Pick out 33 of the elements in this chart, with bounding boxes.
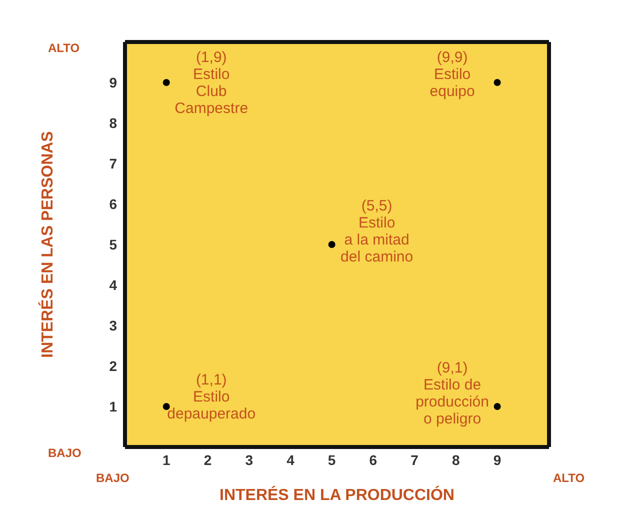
point — [494, 403, 501, 410]
annotation: (5,5) Estilo a la mitad del camino — [340, 198, 414, 266]
y-tick-label: 7 — [109, 155, 118, 172]
x-tick-label: 6 — [369, 452, 378, 468]
annotation: (1,9) Estilo Club Campestre — [174, 49, 248, 117]
text: BAJO — [96, 471, 130, 485]
y-tick-label: 1 — [109, 398, 118, 414]
text: BAJO — [48, 446, 82, 460]
y-tick-label: 3 — [109, 317, 118, 334]
annotation: (9,1) Estilo de producción o peligro — [416, 360, 489, 428]
point — [494, 79, 501, 86]
y-tick-label: 8 — [109, 114, 118, 131]
text: ALTO — [553, 471, 585, 485]
annotation: (9,9) Estilo equipo — [430, 49, 475, 100]
y-tick-label: 4 — [109, 276, 118, 293]
x-tick-label: 9 — [493, 452, 502, 468]
annotation: (1,1) Estilo depauperado — [167, 372, 256, 422]
x-tick-label: 1 — [162, 452, 170, 468]
x-tick-label: 7 — [410, 452, 419, 468]
y-axis-title: INTERÉS EN LAS PERSONAS — [38, 130, 57, 358]
text: ALTO — [48, 41, 80, 55]
y-tick-label: 6 — [109, 196, 118, 212]
x-tick-label: 5 — [328, 452, 336, 468]
y-tick-label: 9 — [109, 74, 118, 90]
x-tick-label: 3 — [245, 452, 254, 468]
point — [328, 241, 336, 248]
x-tick-label: 2 — [204, 452, 212, 468]
x-tick-label: 4 — [286, 452, 295, 468]
point — [162, 79, 170, 86]
x-axis-title: INTERÉS EN LA PRODUCCIÓN — [220, 485, 454, 504]
y-tick-label: 5 — [109, 236, 118, 252]
y-tick-label: 2 — [109, 358, 118, 374]
x-tick-label: 8 — [452, 452, 460, 468]
